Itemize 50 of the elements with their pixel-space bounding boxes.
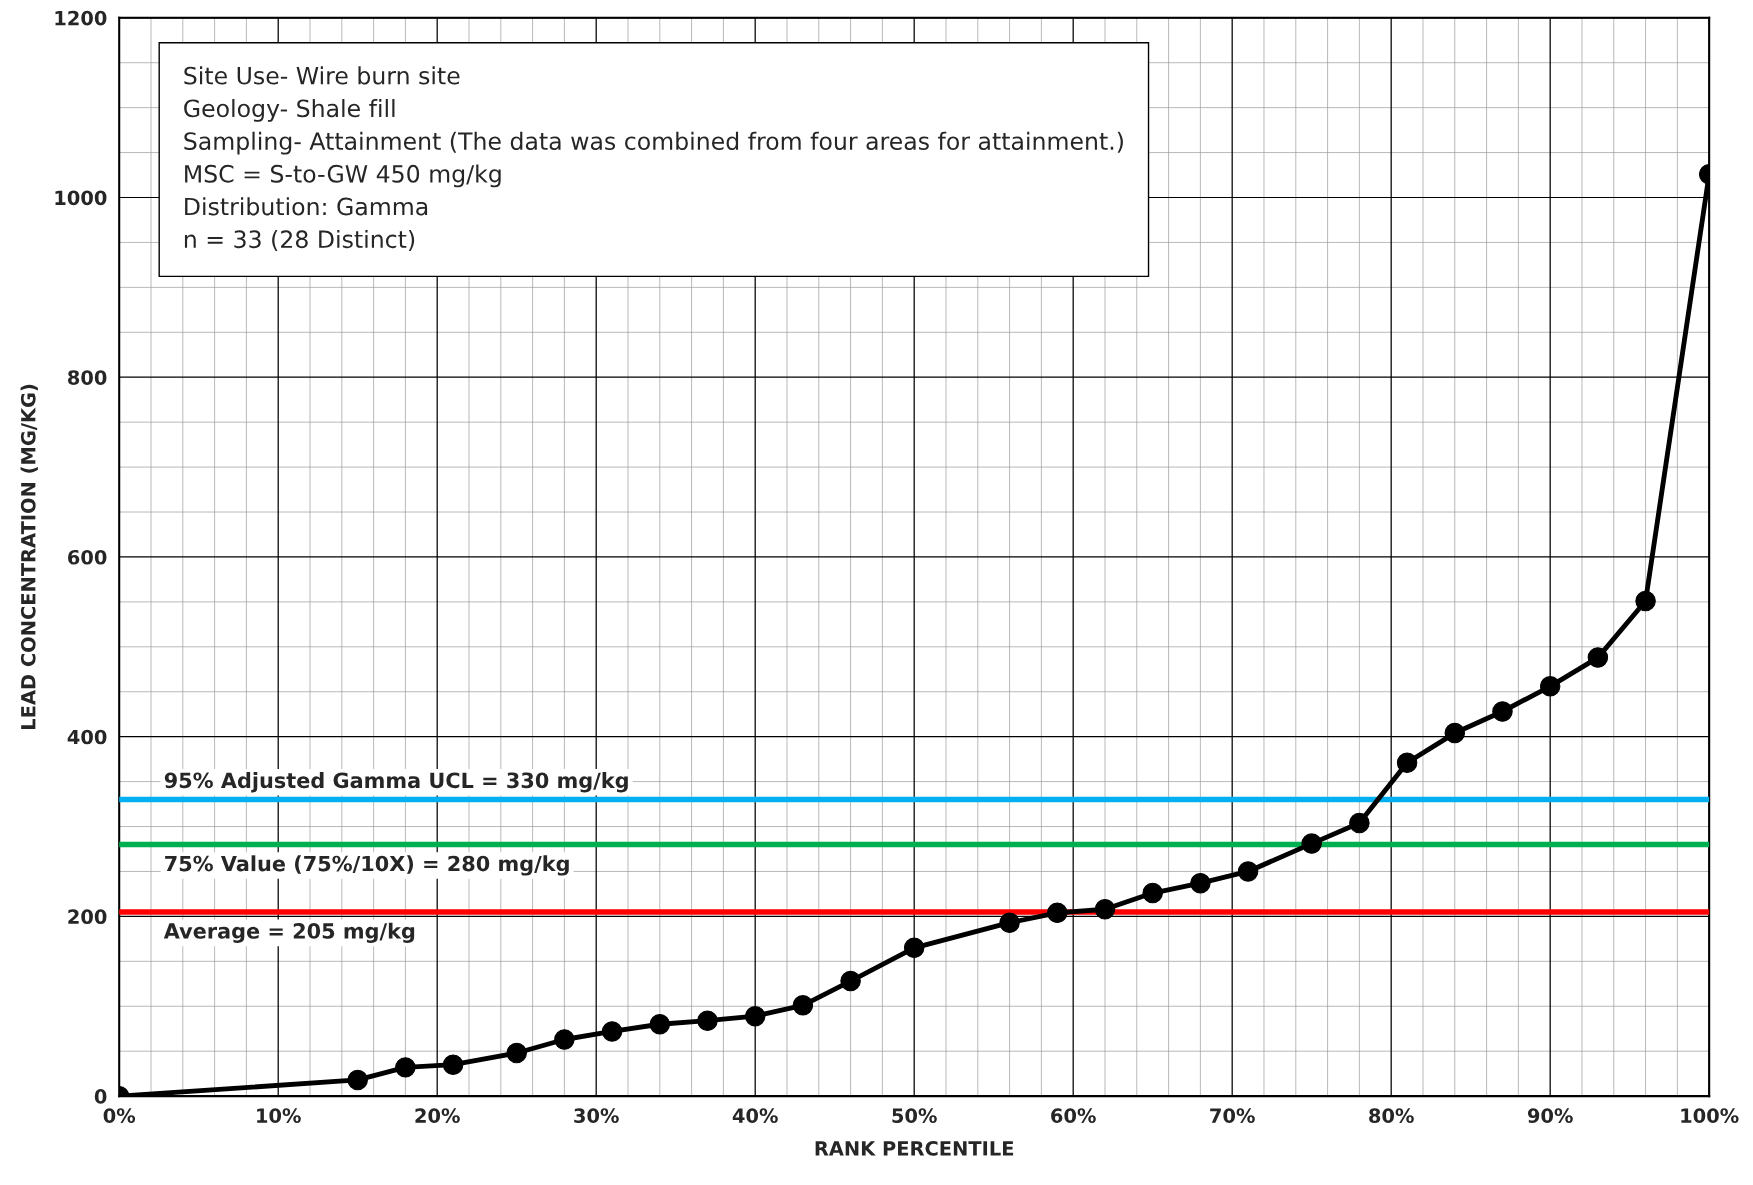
- point: [1444, 722, 1466, 744]
- point: [999, 912, 1020, 933]
- y-tick-label: 600: [68, 549, 107, 565]
- x-tick-label: 30%: [574, 1108, 619, 1123]
- point: [1349, 812, 1370, 834]
- x-tick-label: 20%: [415, 1108, 460, 1123]
- point: [649, 1013, 671, 1035]
- point: [442, 1054, 464, 1075]
- point: [744, 1005, 766, 1027]
- x-axis-title: RANK PERCENTILE: [815, 1140, 1014, 1156]
- point: [554, 1029, 575, 1050]
- point: [1587, 647, 1609, 668]
- x-tick-label: 50%: [892, 1108, 937, 1123]
- y-axis-title: LEAD CONCENTRATION (MG/KG): [20, 384, 38, 729]
- point: [1094, 898, 1116, 920]
- y-tick-label: 800: [68, 370, 107, 385]
- point: [1635, 590, 1656, 612]
- point: [601, 1021, 623, 1042]
- ref-line-label: 75% Value (75%/10X) = 280 mg/kg: [165, 855, 569, 876]
- x-tick-label: 10%: [257, 1108, 301, 1123]
- point: [1492, 701, 1513, 722]
- y-tick-label: 400: [67, 729, 107, 745]
- point: [1301, 833, 1322, 854]
- x-tick-label: 90%: [1527, 1108, 1573, 1123]
- point: [697, 1010, 718, 1031]
- ref-line-label: Average = 205 mg/kg: [163, 922, 415, 944]
- ref-line-label: 95% Adjusted Gamma UCL = 330 mg/kg: [164, 772, 628, 793]
- x-tick-label: 0%: [103, 1108, 136, 1123]
- point: [1190, 872, 1211, 894]
- point: [347, 1069, 368, 1091]
- x-tick-label: 40%: [732, 1108, 778, 1123]
- x-tick-label: 100%: [1681, 1108, 1739, 1123]
- y-tick-label: 0: [94, 1089, 107, 1104]
- point: [792, 995, 814, 1016]
- x-tick-label: 80%: [1369, 1108, 1414, 1123]
- point: [1047, 902, 1068, 924]
- point: [1237, 861, 1259, 882]
- y-tick-label: 200: [68, 909, 107, 925]
- point: [1396, 752, 1418, 773]
- point: [840, 970, 861, 992]
- annotation: Site Use- Wire burn site Geology- Shale fill Sampling- Attainment (The data was combined from four areas for attainment.) MSC = S-to-GW 450 mg/kg Distribution: Gamma n = 33 (28 Distinct): [184, 66, 1123, 251]
- point: [903, 937, 925, 959]
- x-tick-label: 60%: [1051, 1108, 1096, 1123]
- point: [1142, 882, 1163, 904]
- point: [395, 1057, 416, 1078]
- y-tick-label: 1000: [55, 190, 107, 206]
- point: [506, 1042, 527, 1064]
- y-tick-label: 1200: [55, 10, 107, 26]
- point: [1539, 676, 1561, 697]
- x-tick-label: 70%: [1210, 1108, 1255, 1123]
